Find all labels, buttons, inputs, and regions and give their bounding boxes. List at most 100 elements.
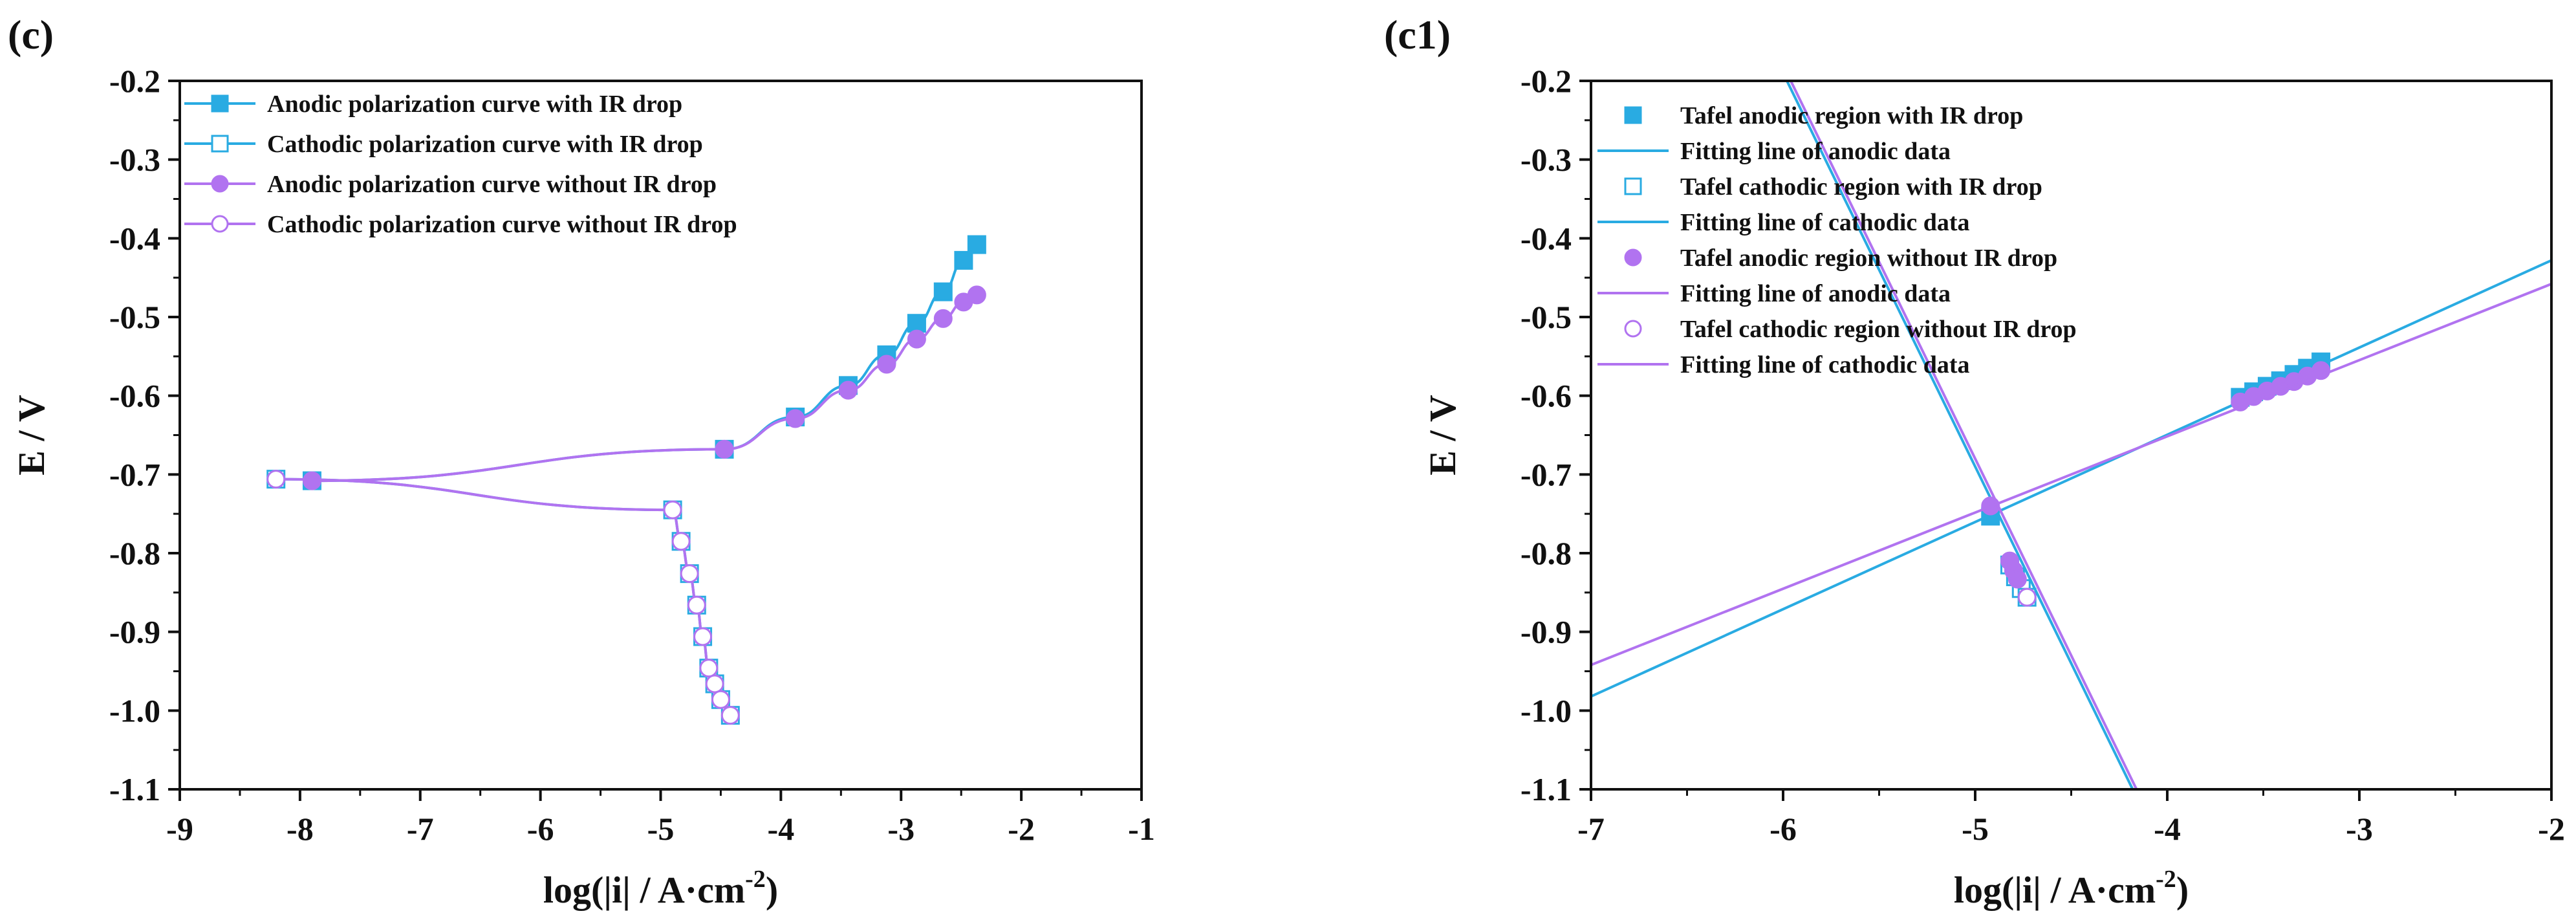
x-axis-title: log(|i| / A·cm-2) [543, 866, 778, 911]
x-tick-label: -7 [407, 811, 434, 847]
data-point [699, 659, 719, 678]
data-point [838, 380, 858, 400]
series-8 [1790, 81, 2138, 789]
legend: Tafel anodic region with IR drop Fitting … [1597, 102, 2077, 378]
fit-line [1591, 259, 2551, 698]
x-tick-label: -7 [1577, 811, 1605, 847]
data-point [693, 627, 713, 646]
data-point [933, 309, 953, 328]
legend-label: Fitting line of anodic data [1680, 138, 1951, 165]
legend-entry: Anodic polarization curve without IR dro… [184, 171, 717, 198]
y-tick-label: -0.3 [109, 142, 160, 178]
data-point [967, 285, 986, 305]
y-tick-label: -1.0 [1521, 692, 1572, 728]
data-point [671, 532, 691, 551]
plot-area [266, 235, 986, 725]
legend-entry: Cathodic polarization curve without IR d… [184, 211, 737, 238]
legend-marker [211, 215, 229, 233]
y-tick-label: -0.8 [109, 535, 160, 571]
data-point [907, 329, 926, 349]
y-tick-label: -1.0 [109, 692, 160, 728]
legend-marker [1624, 106, 1642, 124]
y-axis-title: E / V [10, 395, 52, 476]
x-tick-label: -9 [166, 811, 193, 847]
series-7 [2017, 587, 2037, 607]
panel-label: (c1) [1384, 12, 1451, 58]
legend-marker [1624, 320, 1642, 338]
panel-label: (c) [8, 12, 54, 58]
fit-line [1790, 81, 2138, 789]
legend-entry: Anodic polarization curve with IR drop [184, 91, 682, 118]
x-tick-label: -6 [527, 811, 554, 847]
legend-label: Fitting line of cathodic data [1680, 209, 1970, 236]
legend-entry: Fitting line of cathodic data [1597, 351, 1970, 378]
series-4 [266, 470, 740, 725]
x-tick-label: -8 [287, 811, 314, 847]
legend-label: Anodic polarization curve without IR dro… [267, 171, 717, 198]
x-tick-label: -2 [1008, 811, 1035, 847]
legend-label: Fitting line of cathodic data [1680, 351, 1970, 378]
legend-label: Tafel anodic region without IR drop [1680, 245, 2057, 272]
y-tick-label: -1.1 [1521, 771, 1572, 807]
series-2 [1591, 259, 2551, 698]
legend-entry: Tafel anodic region without IR drop [1624, 245, 2057, 272]
data-point [720, 706, 740, 725]
y-tick-label: -0.3 [1521, 142, 1572, 178]
x-tick-label: -5 [1962, 811, 1989, 847]
data-point [266, 470, 286, 489]
legend-label: Tafel cathodic region without IR drop [1680, 316, 2077, 343]
x-tick-label: -4 [2154, 811, 2181, 847]
data-point [711, 690, 730, 709]
legend-entry: Fitting line of cathodic data [1597, 209, 1970, 236]
y-tick-label: -0.4 [1521, 220, 1572, 256]
series-4 [1786, 81, 2134, 789]
y-tick-label: -0.2 [1521, 63, 1572, 99]
legend-marker [1624, 177, 1642, 195]
chart-panel-c1: (c1) -7 -6 -5 -4 -3 -2 -0.2 -0.3 -0.4 -0.5 -0.6 -0.7… [1384, 12, 2565, 911]
y-tick-label: -0.5 [109, 299, 160, 335]
series-line [276, 477, 731, 717]
legend-entry: Fitting line of anodic data [1597, 280, 1951, 307]
plot-area [1591, 81, 2551, 789]
legend-marker [211, 175, 229, 193]
series-line [276, 477, 731, 717]
legend-marker [1624, 248, 1642, 267]
legend-marker [211, 94, 229, 113]
legend-entry: Fitting line of anodic data [1597, 138, 1951, 165]
series-3 [302, 285, 986, 490]
series-5 [1981, 361, 2331, 589]
series-line [312, 243, 977, 483]
y-tick-label: -0.5 [1521, 299, 1572, 335]
data-point [687, 595, 706, 615]
x-axis-title: log(|i| / A·cm-2) [1954, 866, 2189, 911]
data-point [663, 500, 682, 520]
chart-panel-c: (c) -9 -8 -7 -6 -5 -4 -3 -2 -1 -0.2 -0.3 -0.4 -0.5 -0.… [8, 12, 1155, 911]
y-tick-label: -0.8 [1521, 535, 1572, 571]
legend-label: Tafel anodic region with IR drop [1680, 102, 2023, 129]
x-tick-label: -2 [2538, 811, 2565, 847]
series-6 [1591, 283, 2551, 666]
data-point [715, 439, 734, 459]
data-point [786, 409, 805, 428]
x-tick-label: -3 [2346, 811, 2373, 847]
legend-label: Anodic polarization curve with IR drop [267, 91, 682, 118]
data-point [680, 564, 699, 584]
y-tick-label: -0.6 [1521, 378, 1572, 414]
y-tick-label: -0.4 [109, 220, 160, 256]
data-point [2017, 587, 2037, 607]
fit-line [1786, 81, 2134, 789]
x-tick-label: -1 [1128, 811, 1155, 847]
data-point [877, 355, 896, 374]
y-tick-label: -0.2 [109, 63, 160, 99]
legend-entry: Tafel anodic region with IR drop [1624, 102, 2023, 129]
y-tick-label: -0.9 [109, 614, 160, 650]
data-point [2008, 569, 2027, 589]
data-point [954, 250, 973, 270]
x-tick-label: -5 [647, 811, 675, 847]
data-point [933, 282, 953, 301]
data-point [705, 674, 724, 694]
y-tick-label: -1.1 [109, 771, 160, 807]
legend: Anodic polarization curve with IR drop Ca… [184, 91, 737, 238]
y-tick-label: -0.6 [109, 378, 160, 414]
